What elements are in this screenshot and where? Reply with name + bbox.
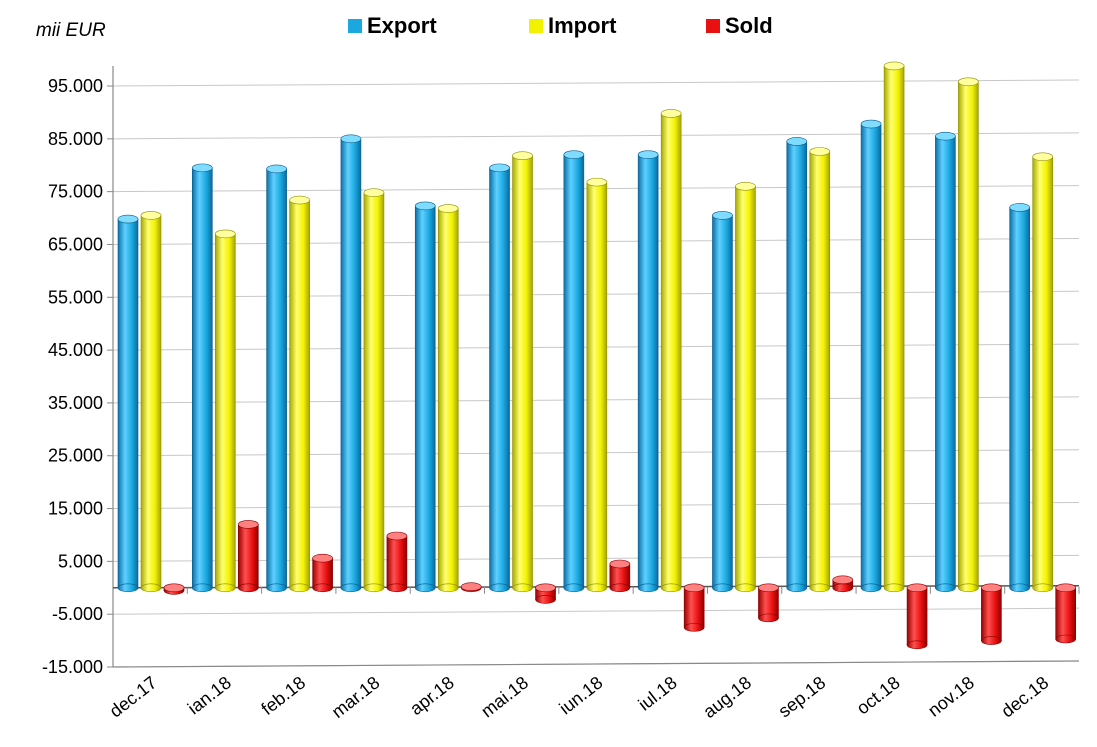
bar-sold	[981, 583, 1002, 645]
bar-export	[489, 163, 510, 593]
y-tick-label: -5.000	[52, 604, 103, 624]
bar-import	[1032, 152, 1053, 593]
bar-export	[935, 131, 956, 593]
bar-import	[958, 77, 979, 593]
y-tick-label: 35.000	[48, 393, 103, 413]
bar-import	[512, 151, 533, 593]
bar-sold	[832, 575, 854, 593]
bar-import	[437, 204, 459, 593]
y-tick-label: 15.000	[48, 499, 103, 519]
bar-import	[586, 177, 608, 593]
legend-swatch-import	[529, 19, 543, 33]
bar-sold	[758, 583, 779, 623]
bar-sold	[1055, 583, 1076, 644]
bar-sold	[906, 583, 928, 650]
x-category-label: apr.18	[406, 672, 458, 719]
y-tick-label: 95.000	[48, 76, 103, 96]
x-category-label: sep.18	[774, 672, 829, 721]
x-category-label: iul.18	[635, 672, 681, 714]
bar-export	[117, 214, 139, 593]
bar-sold	[460, 582, 482, 593]
unit-label: mii EUR	[36, 20, 106, 41]
legend-label-export: Export	[367, 13, 437, 38]
plot-floor	[112, 660, 1080, 668]
bar-import	[140, 211, 162, 593]
x-category-label: mai.18	[477, 672, 532, 721]
bar-sold	[163, 583, 185, 595]
x-category-label: oct.18	[853, 672, 904, 718]
x-category-label: dec.17	[106, 672, 161, 721]
y-tick-label: 55.000	[48, 287, 103, 307]
x-category-label: dec.18	[997, 672, 1052, 721]
bar-sold	[535, 583, 556, 604]
bar-export	[637, 150, 659, 593]
y-tick-label: 25.000	[48, 446, 103, 466]
x-category-label: iun.18	[555, 672, 606, 718]
bar-import	[809, 147, 831, 593]
legend-swatch-export	[348, 19, 362, 33]
y-axis-ticks: 95.000 85.000 75.000 65.000 55.000 45.000 35.0…	[42, 76, 103, 677]
legend-swatch-sold	[706, 19, 720, 33]
bar-sold	[238, 520, 259, 593]
bar-import	[883, 61, 905, 593]
x-category-label: nov.18	[924, 672, 978, 720]
bar-import	[215, 229, 236, 593]
x-category-label: aug.18	[699, 672, 755, 722]
y-tick-label: -15.000	[42, 657, 103, 677]
gridline	[112, 132, 1080, 140]
y-tick-label: 85.000	[48, 129, 103, 149]
x-category-label: ian.18	[184, 672, 235, 718]
bar-sold	[683, 583, 705, 632]
bar-export	[340, 134, 362, 593]
gridline	[112, 607, 1080, 615]
bar-export	[712, 211, 733, 593]
gridline	[112, 79, 1080, 87]
bars	[117, 61, 1076, 650]
y-tick-label: 75.000	[48, 182, 103, 202]
bar-sold	[312, 553, 333, 593]
y-tick-label: 65.000	[48, 234, 103, 254]
legend-label-sold: Sold	[725, 13, 773, 38]
y-tick-label: 45.000	[48, 340, 103, 360]
bar-import	[363, 188, 385, 593]
bar-sold	[386, 531, 408, 593]
legend-label-import: Import	[548, 13, 617, 38]
x-category-label: mar.18	[328, 672, 384, 722]
bar-import	[735, 182, 756, 593]
bar-export	[563, 150, 585, 593]
bar-sold	[609, 559, 631, 593]
x-category-label: feb.18	[257, 672, 309, 719]
x-axis-labels: dec.17 ian.18 feb.18 mar.18 apr.18 mai.18 iun.…	[106, 672, 1053, 722]
bar-export	[192, 163, 213, 593]
bar-export	[266, 164, 287, 593]
bar-import	[289, 195, 310, 593]
legend: Export Import Sold	[348, 13, 773, 38]
y-tick-label: 5.000	[58, 551, 103, 571]
bar-import	[660, 109, 682, 593]
bar-export	[786, 137, 808, 593]
bar-export	[1009, 203, 1030, 593]
bar-export	[860, 119, 882, 593]
bar-export	[414, 201, 436, 593]
